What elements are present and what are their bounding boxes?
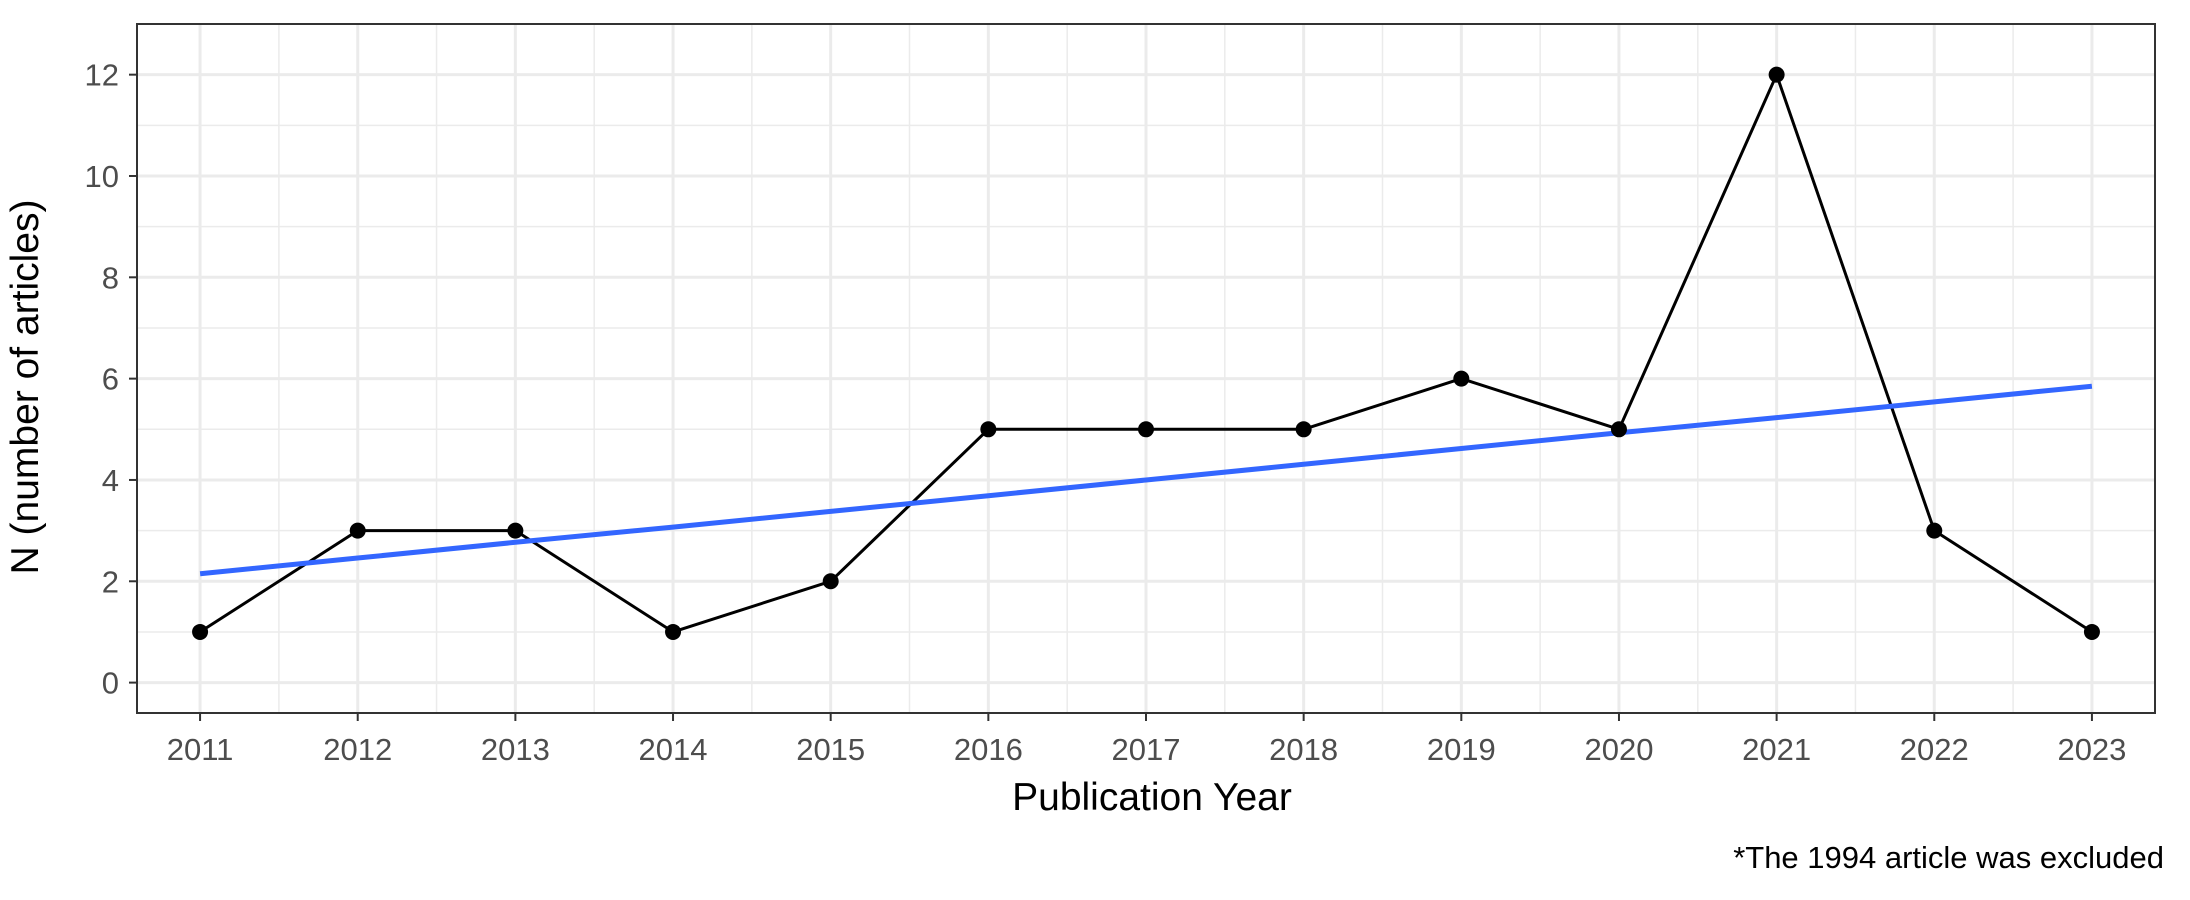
data-point bbox=[1926, 522, 1943, 539]
data-point bbox=[665, 623, 682, 640]
x-tick-label: 2018 bbox=[1269, 732, 1338, 767]
data-point bbox=[1453, 370, 1470, 387]
y-tick-label: 10 bbox=[85, 159, 119, 194]
data-point bbox=[349, 522, 366, 539]
caption: *The 1994 article was excluded bbox=[1733, 840, 2164, 875]
x-tick-label: 2022 bbox=[1900, 732, 1969, 767]
x-tick-label: 2017 bbox=[1112, 732, 1181, 767]
data-point bbox=[1610, 421, 1627, 438]
x-tick-label: 2016 bbox=[954, 732, 1023, 767]
y-tick-label: 0 bbox=[102, 666, 119, 701]
x-tick-label: 2012 bbox=[323, 732, 392, 767]
x-tick-label: 2019 bbox=[1427, 732, 1496, 767]
y-axis: 0 2 4 6 8 10 12 bbox=[85, 58, 137, 701]
data-point bbox=[980, 421, 997, 438]
data-point bbox=[822, 573, 839, 590]
y-tick-label: 12 bbox=[85, 58, 119, 93]
data-point bbox=[192, 623, 209, 640]
x-tick-label: 2015 bbox=[796, 732, 865, 767]
x-tick-label: 2014 bbox=[639, 732, 708, 767]
trend-line bbox=[199, 383, 2093, 577]
x-tick-label: 2011 bbox=[167, 732, 234, 767]
x-axis: 2011 2012 2013 2014 2015 2016 2017 2018 2019 2020… bbox=[167, 713, 2126, 767]
data-point bbox=[1295, 421, 1312, 438]
x-tick-label: 2020 bbox=[1584, 732, 1653, 767]
data-point bbox=[2083, 623, 2100, 640]
y-axis-title: N (number of articles) bbox=[4, 200, 47, 575]
data-point bbox=[1768, 66, 1785, 83]
y-tick-label: 8 bbox=[102, 260, 119, 295]
x-tick-label: 2023 bbox=[2057, 732, 2126, 767]
y-tick-label: 6 bbox=[102, 362, 119, 397]
data-point bbox=[1138, 421, 1154, 438]
y-tick-label: 4 bbox=[102, 463, 119, 498]
x-tick-label: 2013 bbox=[481, 732, 550, 767]
x-axis-title: Publication Year bbox=[1012, 776, 1292, 819]
x-tick-label: 2021 bbox=[1742, 732, 1811, 767]
plot-panel bbox=[136, 23, 2156, 714]
y-tick-label: 2 bbox=[102, 564, 119, 599]
data-point bbox=[507, 522, 524, 539]
